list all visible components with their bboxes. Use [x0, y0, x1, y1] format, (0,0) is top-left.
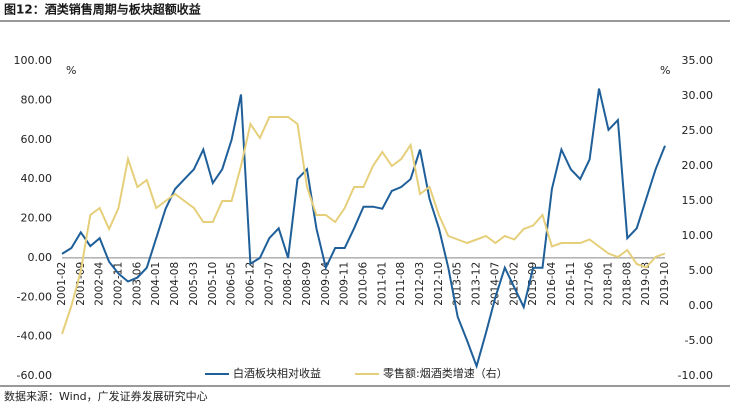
x-tick-label: 2014-07	[489, 262, 501, 306]
x-tick-label: 2010-06	[358, 262, 370, 306]
x-tick-label: 2008-09	[301, 262, 313, 306]
x-tick-label: 2005-03	[188, 262, 200, 306]
x-tick-label: 2012-10	[433, 262, 445, 306]
y2-tick-label: -5.00	[685, 334, 713, 347]
y2-tick-label: 20.00	[682, 159, 714, 172]
x-tick-label: 2001-09	[75, 262, 87, 306]
legend-label: 白酒板块相对收益	[233, 366, 321, 380]
x-tick-label: 2015-09	[527, 262, 539, 306]
x-tick-label: 2002-04	[94, 262, 106, 306]
y2-tick-label: 10.00	[682, 229, 714, 242]
chart-title: 图12：酒类销售周期与板块超额收益	[4, 2, 201, 17]
x-tick-label: 2019-10	[659, 262, 671, 306]
y2-tick-label: 30.00	[682, 89, 714, 102]
y2-unit: %	[660, 64, 670, 77]
y-tick-label: 80.00	[21, 93, 53, 106]
y-tick-label: 100.00	[14, 54, 53, 67]
y2-tick-label: 35.00	[682, 54, 714, 67]
x-tick-label: 2019-03	[640, 262, 652, 306]
y-tick-label: -20.00	[17, 290, 52, 303]
y-tick-label: 60.00	[21, 133, 53, 146]
x-tick-label: 2001-02	[56, 262, 68, 306]
x-tick-label: 2007-07	[263, 262, 275, 306]
x-tick-label: 2013-05	[452, 262, 464, 306]
x-tick-label: 2009-11	[339, 262, 351, 306]
x-tick-label: 2006-05	[226, 262, 238, 306]
line-series	[61, 116, 666, 335]
x-tick-label: 2012-03	[414, 262, 426, 306]
x-tick-label: 2004-01	[150, 262, 162, 306]
y2-tick-label: 25.00	[682, 124, 714, 137]
x-tick-label: 2018-01	[602, 262, 614, 306]
y-tick-label: 0.00	[28, 251, 53, 264]
x-tick-label: 2015-02	[508, 262, 520, 306]
x-tick-label: 2017-06	[584, 262, 596, 306]
x-tick-label: 2018-08	[621, 262, 633, 306]
legend-label: 零售额:烟酒类增速（右）	[383, 366, 508, 380]
x-tick-label: 2011-08	[395, 262, 407, 306]
x-tick-label: 2004-08	[169, 262, 181, 306]
x-tick-label: 2005-10	[207, 262, 219, 306]
y-tick-label: -60.00	[17, 369, 52, 382]
y-tick-label: -40.00	[17, 330, 52, 343]
y-unit: %	[66, 64, 76, 77]
y2-tick-label: -10.00	[678, 369, 713, 382]
x-tick-label: 2008-02	[282, 262, 294, 306]
line-series	[61, 88, 666, 370]
x-tick-label: 2002-11	[113, 262, 125, 306]
y2-tick-label: 5.00	[689, 264, 714, 277]
x-tick-label: 2016-04	[546, 262, 558, 306]
x-tick-label: 2006-12	[244, 262, 256, 306]
x-tick-label: 2003-06	[131, 262, 143, 306]
x-tick-label: 2016-11	[565, 262, 577, 306]
y-tick-label: 20.00	[21, 212, 53, 225]
x-tick-label: 2011-01	[376, 262, 388, 306]
y-tick-label: 40.00	[21, 172, 53, 185]
x-tick-label: 2009-04	[320, 262, 332, 306]
x-tick-label: 2013-12	[471, 262, 483, 306]
y2-tick-label: 15.00	[682, 194, 714, 207]
y2-tick-label: 0.00	[689, 299, 714, 312]
source: 数据来源：Wind，广发证券发展研究中心	[4, 389, 208, 403]
